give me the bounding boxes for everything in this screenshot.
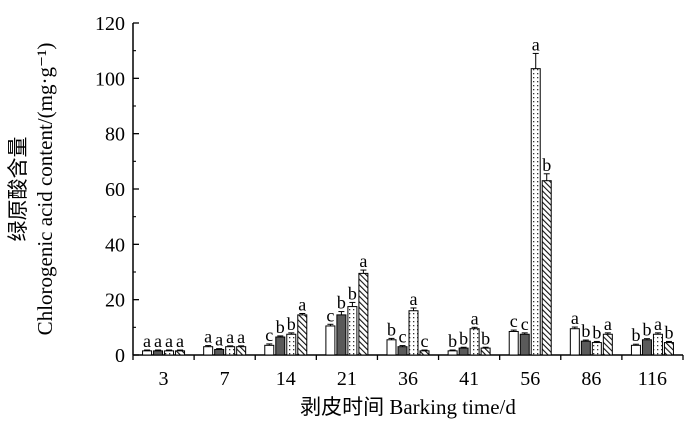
significance-label: b	[287, 314, 296, 334]
significance-label: a	[471, 308, 479, 328]
significance-label: a	[532, 34, 540, 54]
bar	[541, 180, 552, 356]
x-tick-label: 86	[581, 368, 601, 390]
bar	[175, 350, 186, 356]
axis-titles: 剥皮时间 Barking time/d 绿原酸含量 Chlorogenic ac…	[6, 43, 516, 419]
significance-label: b	[448, 331, 457, 351]
bar	[530, 68, 541, 356]
bar	[508, 330, 519, 356]
bar	[408, 310, 419, 356]
y-axis-title-cn: 绿原酸含量	[6, 137, 30, 242]
x-tick-label: 56	[520, 368, 540, 390]
y-tick-label: 120	[95, 13, 125, 35]
bar	[153, 350, 164, 356]
bar	[663, 342, 674, 356]
significance-label: b	[459, 328, 468, 348]
x-tick-label: 116	[638, 368, 667, 390]
significance-label: a	[154, 331, 162, 351]
bar	[641, 339, 652, 356]
significance-label: a	[215, 330, 223, 350]
x-tick-label: 21	[337, 368, 357, 390]
significance-label: a	[298, 295, 306, 315]
bar	[480, 347, 491, 356]
significance-label: a	[165, 331, 173, 351]
significance-label: b	[592, 322, 601, 342]
y-tick-label: 80	[105, 124, 125, 146]
significance-label: a	[204, 327, 212, 347]
y-axis-title-en: Chlorogenic acid content/(mg·g⁻¹)	[33, 43, 57, 336]
bar	[419, 350, 430, 356]
significance-label: c	[326, 305, 334, 325]
bar	[236, 346, 247, 356]
bar	[203, 346, 214, 356]
y-tick-label: 0	[115, 345, 125, 367]
bar	[336, 314, 347, 356]
significance-label: b	[276, 317, 285, 337]
significance-label: a	[654, 314, 662, 334]
bar	[264, 344, 275, 356]
y-tick-label: 60	[105, 179, 125, 201]
significance-label: b	[481, 328, 490, 348]
bar	[469, 328, 480, 356]
bar	[358, 272, 369, 356]
x-tick-label: 41	[459, 368, 479, 390]
y-tick-label: 20	[105, 290, 125, 312]
significance-label: b	[631, 325, 640, 345]
x-axis-title: 剥皮时间 Barking time/d	[300, 395, 516, 419]
bar	[458, 347, 469, 356]
significance-label: b	[387, 319, 396, 339]
x-tick-label: 36	[398, 368, 418, 390]
bar	[652, 333, 663, 356]
bar	[591, 342, 602, 356]
significance-label: a	[237, 327, 245, 347]
significance-label: b	[348, 283, 357, 303]
bar	[602, 333, 613, 356]
significance-label: c	[421, 331, 429, 351]
bar	[347, 306, 358, 356]
bar	[580, 340, 591, 356]
y-tick-label: 40	[105, 234, 125, 256]
significance-label: a	[604, 314, 612, 334]
significance-label: c	[399, 327, 407, 347]
x-tick-label: 3	[159, 368, 169, 390]
y-tick-label: 100	[95, 68, 125, 90]
significance-label: a	[571, 308, 579, 328]
significance-label: b	[581, 321, 590, 341]
significance-label: a	[410, 289, 418, 309]
bar	[519, 333, 530, 356]
bar	[325, 325, 336, 356]
x-tick-label: 7	[220, 368, 230, 390]
bar	[569, 328, 580, 356]
bar	[164, 350, 175, 356]
significance-label: a	[359, 251, 367, 271]
significance-label: c	[521, 314, 529, 334]
axes: 0 20 40 60 80 100 120 3 7 14 21 36 41 56 86 116	[95, 13, 684, 390]
bar	[447, 350, 458, 356]
bar	[630, 344, 641, 356]
bar	[225, 346, 236, 356]
bar	[386, 339, 397, 356]
x-tick-label: 14	[276, 368, 296, 390]
significance-label: b	[542, 155, 551, 175]
bar	[142, 350, 153, 356]
significance-label: c	[510, 311, 518, 331]
significance-label: b	[664, 322, 673, 342]
bar	[297, 314, 308, 356]
bar	[275, 336, 286, 356]
significance-label: a	[176, 331, 184, 351]
significance-label: b	[642, 320, 651, 340]
significance-label: a	[143, 331, 151, 351]
significance-label: b	[337, 293, 346, 313]
bar	[214, 348, 225, 356]
bar	[286, 333, 297, 356]
bar	[397, 346, 408, 356]
significance-label: c	[265, 325, 273, 345]
bars-group	[142, 52, 674, 356]
significance-label: a	[226, 327, 234, 347]
